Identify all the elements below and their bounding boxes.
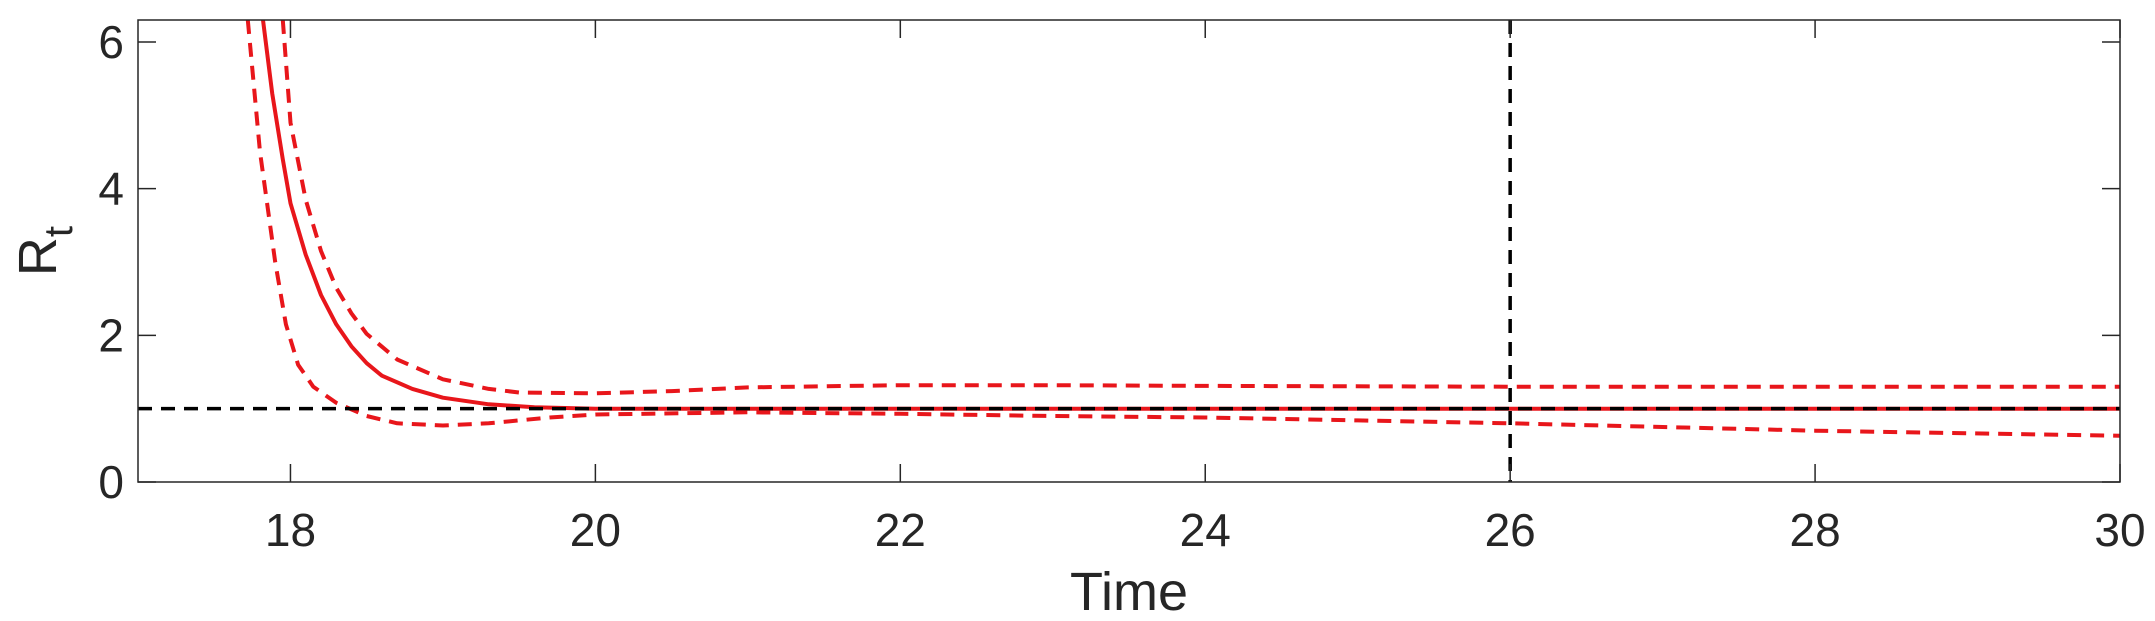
x-tick-label: 18 <box>265 504 316 556</box>
y-axis-title: Rt <box>8 226 81 276</box>
y-axis-title-main: R <box>8 237 68 276</box>
axes-box <box>137 19 2121 483</box>
y-tick-label: 2 <box>98 309 124 361</box>
y-tick-label: 4 <box>98 163 124 215</box>
y-axis-title-subscript: t <box>37 226 81 237</box>
x-tick-label: 26 <box>1485 504 1536 556</box>
data-layer <box>245 20 2120 438</box>
x-tick-label: 28 <box>1789 504 1840 556</box>
x-tick-label: 22 <box>875 504 926 556</box>
plot-area <box>138 20 2120 482</box>
y-tick-label: 0 <box>98 456 124 508</box>
x-tick-label: 24 <box>1180 504 1231 556</box>
series-line-estimate <box>261 20 2120 411</box>
x-tick-label: 20 <box>570 504 621 556</box>
series-line-lower-bound <box>245 20 2120 438</box>
x-axis-title: Time <box>1070 562 1188 621</box>
reference-lines <box>138 20 2120 482</box>
series-line-upper-bound <box>280 20 2120 396</box>
x-tick-label: 30 <box>2094 504 2145 556</box>
y-tick-label: 6 <box>98 16 124 68</box>
